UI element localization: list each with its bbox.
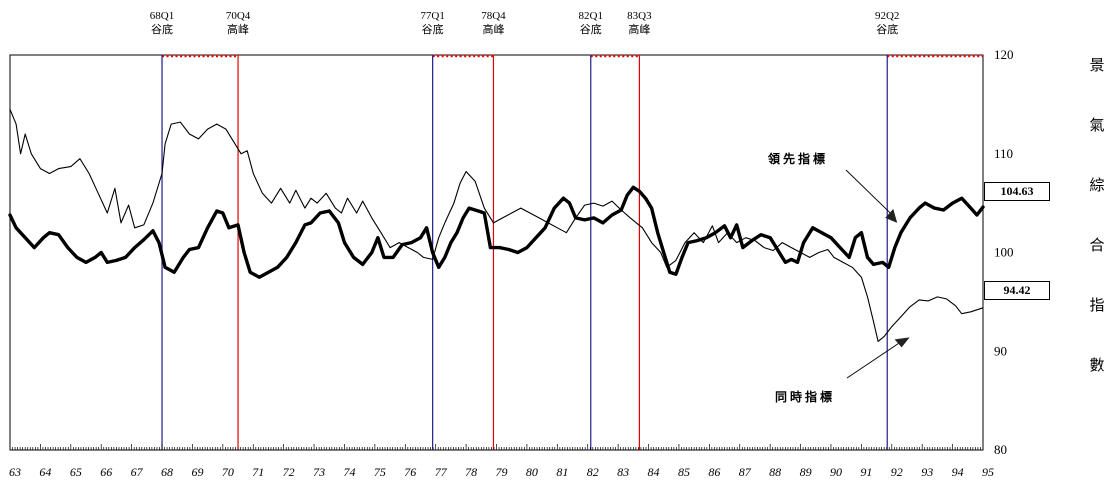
leading-arrowhead — [885, 208, 898, 223]
turning-point-code: 92Q2 — [874, 10, 900, 22]
x-tick-label: 68 — [161, 465, 173, 479]
x-tick-label: 80 — [526, 465, 538, 479]
x-tick-label: 78 — [465, 465, 477, 479]
turning-point-label: 92Q2 谷底 — [865, 9, 909, 37]
x-tick-label: 82 — [587, 465, 599, 479]
annotation-arrows — [845, 169, 910, 379]
x-tick-label: 93 — [921, 465, 933, 479]
x-tick-label: 87 — [739, 465, 752, 479]
turning-point-label: 78Q4 高峰 — [471, 9, 515, 37]
leading-index-line — [9, 108, 984, 342]
x-tick-label: 95 — [982, 465, 994, 479]
plot-area-frame — [9, 54, 984, 451]
x-tick-label: 94 — [952, 465, 964, 479]
turning-point-label: 77Q1 谷底 — [411, 9, 455, 37]
x-tick-label: 67 — [131, 465, 144, 479]
x-tick-label: 77 — [435, 465, 448, 479]
turning-point-code: 68Q1 — [149, 10, 175, 22]
x-tick-label: 64 — [39, 465, 51, 479]
turning-point-label: 82Q1 谷底 — [569, 9, 613, 37]
turning-point-code: 83Q3 — [627, 10, 652, 22]
turning-point-label: 70Q4 高峰 — [216, 9, 260, 37]
turning-point-code: 78Q4 — [481, 10, 506, 22]
turning-point-code: 70Q4 — [225, 10, 251, 22]
turning-point-kind: 谷底 — [421, 24, 444, 36]
y-axis-title-char: 指 — [1089, 296, 1105, 314]
coincident-index-end-value: 104.63 — [984, 182, 1050, 202]
x-tick-label: 83 — [617, 465, 629, 479]
y-tick-label: 90 — [994, 343, 1007, 358]
coincident-arrowhead — [894, 337, 910, 348]
y-axis-title: 景 氣 綜 合 指 數 — [1082, 50, 1112, 410]
y-tick-label: 100 — [994, 245, 1014, 260]
x-tick-label: 81 — [556, 465, 568, 479]
y-axis-title-char: 數 — [1089, 356, 1105, 374]
y-axis: 80 90 100 110 120 — [994, 47, 1014, 457]
y-tick-label: 80 — [994, 442, 1007, 457]
x-tick-label: 88 — [769, 465, 781, 479]
x-tick-label: 92 — [891, 465, 903, 479]
x-tick-label: 66 — [100, 465, 112, 479]
y-axis-title-char: 合 — [1089, 236, 1105, 254]
x-tick-label: 73 — [313, 465, 325, 479]
coincident-index-line — [8, 185, 985, 279]
turning-point-label: 68Q1 谷底 — [140, 9, 184, 37]
y-tick-label: 120 — [994, 47, 1014, 62]
x-tick-label: 90 — [830, 465, 842, 479]
x-tick-label: 76 — [404, 465, 416, 479]
leading-arrow-shaft — [845, 169, 892, 215]
x-tick-label: 89 — [800, 465, 812, 479]
x-tick-label: 71 — [252, 465, 264, 479]
leading-index-annotation: 領先指標 — [768, 152, 829, 166]
x-tick-label: 85 — [678, 465, 690, 479]
y-axis-title-char: 綜 — [1089, 176, 1105, 194]
turning-point-code: 82Q1 — [578, 10, 603, 22]
x-tick-label: 65 — [70, 465, 82, 479]
x-tick-label: 74 — [343, 465, 355, 479]
turning-point-kind: 谷底 — [151, 24, 174, 36]
x-tick-label: 75 — [374, 465, 386, 479]
turning-point-kind: 高峰 — [227, 24, 250, 36]
x-tick-label: 63 — [9, 465, 21, 479]
x-tick-label: 70 — [222, 465, 234, 479]
x-tick-label: 84 — [648, 465, 660, 479]
turning-point-kind: 谷底 — [579, 24, 602, 36]
turning-point-label: 83Q3 高峰 — [617, 9, 661, 37]
x-axis: 63 64 65 66 67 68 69 70 71 72 73 74 75 76 77 78 79 80 81 82… — [9, 444, 994, 479]
y-axis-title-char: 氣 — [1089, 116, 1105, 134]
coincident-index-annotation: 同時指標 — [775, 390, 836, 404]
y-axis-title-char: 景 — [1089, 56, 1105, 74]
x-tick-label: 91 — [860, 465, 872, 479]
turning-point-kind: 谷底 — [876, 24, 899, 36]
x-tick-label: 79 — [496, 465, 508, 479]
x-tick-label: 72 — [283, 465, 295, 479]
turning-point-kind: 高峰 — [628, 24, 651, 36]
coincident-arrow-shaft — [846, 341, 902, 379]
turning-point-kind: 高峰 — [482, 24, 505, 36]
leading-index-end-value: 94.42 — [984, 280, 1050, 300]
x-tick-label: 86 — [708, 465, 720, 479]
x-tick-label: 69 — [191, 465, 203, 479]
y-tick-label: 110 — [994, 146, 1013, 161]
series-group — [8, 108, 985, 342]
turning-point-code: 77Q1 — [420, 10, 445, 22]
